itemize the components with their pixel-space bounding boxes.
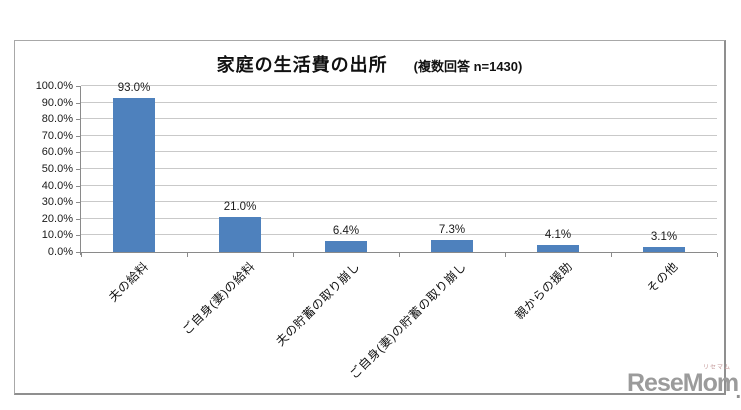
gridline bbox=[81, 118, 717, 120]
bar-value-label: 7.3% bbox=[438, 224, 466, 236]
bar bbox=[643, 247, 685, 252]
gridline bbox=[81, 85, 717, 86]
x-category-label: 夫の給料 bbox=[105, 259, 152, 305]
chart-title: 家庭の生活費の出所 bbox=[216, 55, 388, 75]
y-axis-tick-label: 10.0% bbox=[41, 229, 73, 242]
x-category-label: ご自身(妻)の貯蓄の取り崩し bbox=[346, 259, 470, 382]
y-axis-tick-label: 60.0% bbox=[41, 146, 73, 159]
chart-title-block: 家庭の生活費の出所 (複数回答 n=1430) bbox=[15, 51, 724, 77]
y-axis-tick-label: 90.0% bbox=[41, 96, 73, 109]
x-axis-line bbox=[81, 252, 717, 253]
y-axis-tick bbox=[76, 202, 80, 204]
y-axis-tick bbox=[76, 135, 80, 137]
gridline bbox=[81, 101, 717, 103]
resemom-watermark: リセマム ReseMom . bbox=[627, 365, 741, 405]
gridline bbox=[81, 201, 717, 203]
y-axis-line bbox=[80, 86, 81, 255]
chart-subtitle: (複数回答 n=1430) bbox=[413, 59, 523, 74]
bar bbox=[113, 98, 155, 252]
y-axis-tick bbox=[76, 152, 80, 154]
y-axis-tick bbox=[76, 235, 80, 237]
x-axis-tick bbox=[399, 253, 400, 257]
y-axis-tick bbox=[76, 218, 80, 220]
bar bbox=[431, 240, 473, 252]
y-axis-tick-label: 30.0% bbox=[41, 196, 73, 209]
bar bbox=[325, 241, 367, 252]
bar-value-label: 4.1% bbox=[544, 229, 572, 241]
chart-frame: 家庭の生活費の出所 (複数回答 n=1430) 0.0% 10.0% 20.0% 30.… bbox=[14, 40, 726, 395]
bar bbox=[219, 217, 261, 252]
x-axis-tick bbox=[611, 253, 612, 257]
gridline bbox=[81, 184, 717, 186]
y-axis-tick bbox=[76, 185, 80, 187]
x-category-label: その他 bbox=[644, 259, 682, 296]
x-axis-tick bbox=[505, 253, 506, 257]
y-axis-tick-label: 40.0% bbox=[41, 179, 73, 192]
y-axis-tick-label: 20.0% bbox=[41, 212, 73, 225]
bar-value-label: 93.0% bbox=[117, 82, 151, 94]
y-axis-tick bbox=[76, 86, 80, 87]
watermark-period: . bbox=[735, 381, 741, 403]
gridline bbox=[81, 134, 717, 136]
plot-area: 0.0% 10.0% 20.0% 30.0% 40.0% 50.0% 60.0% 70.0% 8… bbox=[36, 80, 718, 382]
y-axis-tick-label: 50.0% bbox=[41, 163, 73, 175]
bar-value-label: 3.1% bbox=[650, 231, 678, 243]
x-axis-tick bbox=[717, 253, 718, 257]
x-category-label: ご自身(妻)の給料 bbox=[179, 259, 258, 338]
x-axis-tick bbox=[81, 253, 82, 257]
y-axis-tick-label: 0.0% bbox=[47, 246, 73, 258]
watermark-logo-text: ReseMom bbox=[627, 369, 739, 397]
bar-value-label: 6.4% bbox=[332, 225, 360, 237]
y-axis-tick-label: 80.0% bbox=[41, 113, 73, 126]
x-category-label: 夫の貯蓄の取り崩し bbox=[273, 259, 364, 349]
x-category-label: 親からの援助 bbox=[512, 259, 576, 323]
bar-value-label: 21.0% bbox=[223, 201, 257, 213]
x-axis-tick bbox=[293, 253, 294, 257]
y-axis-tick-label: 70.0% bbox=[41, 129, 73, 142]
y-axis-tick-label: 100.0% bbox=[35, 80, 73, 92]
y-axis-tick bbox=[76, 252, 80, 253]
gridline bbox=[81, 234, 717, 236]
bar bbox=[537, 245, 579, 252]
gridline bbox=[81, 168, 717, 169]
watermark-ruby-text: リセマム bbox=[702, 365, 731, 371]
gridline bbox=[81, 217, 717, 219]
gridline bbox=[81, 151, 717, 153]
y-axis-tick bbox=[76, 102, 80, 104]
y-axis-tick bbox=[76, 119, 80, 121]
x-axis-tick bbox=[187, 253, 188, 257]
y-axis-tick bbox=[76, 169, 80, 170]
